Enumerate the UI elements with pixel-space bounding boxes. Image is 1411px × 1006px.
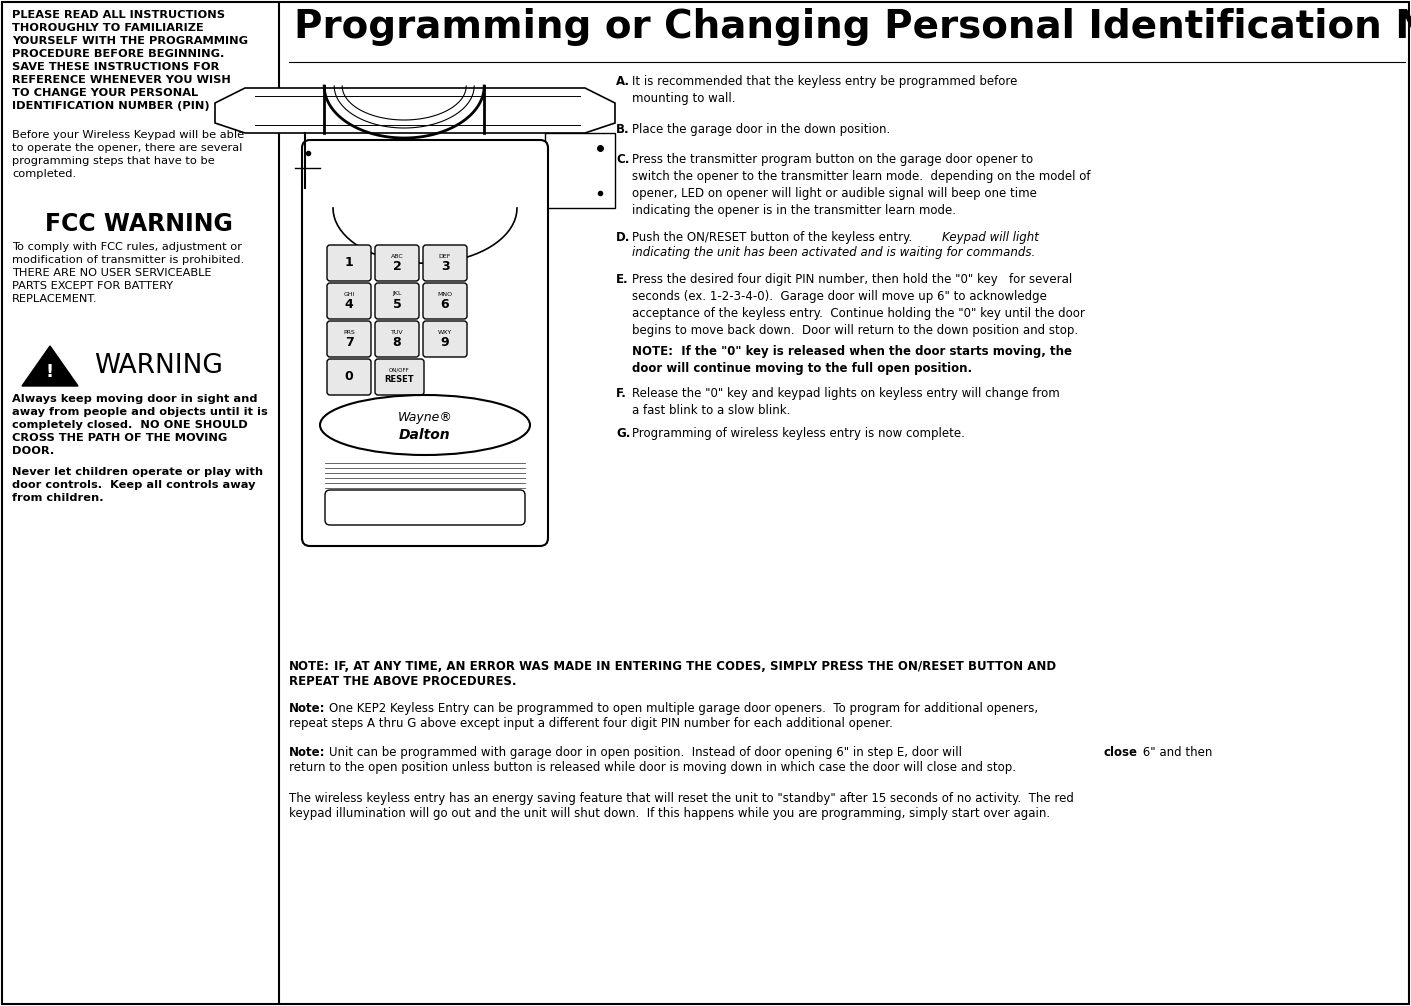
Text: ON/OFF: ON/OFF [389,367,409,372]
Text: Press the desired four digit PIN number, then hold the "0" key   for several
sec: Press the desired four digit PIN number,… [632,273,1085,337]
Text: DEF: DEF [439,254,452,259]
FancyBboxPatch shape [423,283,467,319]
Text: 5: 5 [392,298,401,311]
FancyBboxPatch shape [327,283,371,319]
Text: 3: 3 [440,260,449,273]
Text: keypad illumination will go out and the unit will shut down.  If this happens wh: keypad illumination will go out and the … [289,807,1050,820]
Text: Dalton: Dalton [399,428,450,442]
Text: Note:: Note: [289,702,326,715]
Text: Before your Wireless Keypad will be able: Before your Wireless Keypad will be able [13,130,244,140]
Text: FCC WARNING: FCC WARNING [45,212,233,236]
FancyBboxPatch shape [327,245,371,281]
Text: PLEASE READ ALL INSTRUCTIONS: PLEASE READ ALL INSTRUCTIONS [13,10,224,20]
Text: Release the "0" key and keypad lights on keyless entry will change from
a fast b: Release the "0" key and keypad lights on… [632,387,1060,417]
Text: Always keep moving door in sight and: Always keep moving door in sight and [13,394,257,404]
Text: E.: E. [617,273,629,286]
Text: WXY: WXY [437,330,452,335]
Text: C.: C. [617,153,629,166]
FancyBboxPatch shape [375,359,423,395]
FancyBboxPatch shape [375,321,419,357]
Text: door controls.  Keep all controls away: door controls. Keep all controls away [13,480,255,490]
Text: REPLACEMENT.: REPLACEMENT. [13,294,97,304]
Text: RESET: RESET [385,375,415,384]
Text: Place the garage door in the down position.: Place the garage door in the down positi… [632,123,890,136]
Text: D.: D. [617,231,631,244]
Polygon shape [23,346,78,386]
Text: REPEAT THE ABOVE PROCEDURES.: REPEAT THE ABOVE PROCEDURES. [289,675,516,688]
Text: Never let children operate or play with: Never let children operate or play with [13,467,262,477]
Text: TUV: TUV [391,330,404,335]
Text: Programming of wireless keyless entry is now complete.: Programming of wireless keyless entry is… [632,427,965,440]
Text: One KEP2 Keyless Entry can be programmed to open multiple garage door openers.  : One KEP2 Keyless Entry can be programmed… [329,702,1038,715]
Text: THERE ARE NO USER SERVICEABLE: THERE ARE NO USER SERVICEABLE [13,268,212,278]
Text: programming steps that have to be: programming steps that have to be [13,156,214,166]
Text: WARNING: WARNING [95,353,223,379]
Text: IF, AT ANY TIME, AN ERROR WAS MADE IN ENTERING THE CODES, SIMPLY PRESS THE ON/RE: IF, AT ANY TIME, AN ERROR WAS MADE IN EN… [334,660,1055,673]
Text: Programming or Changing Personal Identification Number: Programming or Changing Personal Identif… [293,8,1411,46]
Text: modification of transmitter is prohibited.: modification of transmitter is prohibite… [13,255,244,265]
FancyBboxPatch shape [375,245,419,281]
Text: IDENTIFICATION NUMBER (PIN): IDENTIFICATION NUMBER (PIN) [13,101,210,111]
Text: NOTE:  If the "0" key is released when the door starts moving, the
door will con: NOTE: If the "0" key is released when th… [632,345,1072,375]
Text: B.: B. [617,123,629,136]
Text: It is recommended that the keyless entry be programmed before
mounting to wall.: It is recommended that the keyless entry… [632,75,1017,105]
Text: TO CHANGE YOUR PERSONAL: TO CHANGE YOUR PERSONAL [13,88,198,98]
Text: 7: 7 [344,335,353,348]
Text: DOOR.: DOOR. [13,446,54,456]
FancyBboxPatch shape [302,140,547,546]
Text: from children.: from children. [13,493,103,503]
Text: close: close [1103,746,1139,759]
Text: !: ! [47,363,54,381]
Text: 4: 4 [344,298,353,311]
FancyBboxPatch shape [423,245,467,281]
FancyBboxPatch shape [327,321,371,357]
Text: Press the transmitter program button on the garage door opener to
switch the ope: Press the transmitter program button on … [632,153,1091,217]
Text: Unit can be programmed with garage door in open position.  Instead of door openi: Unit can be programmed with garage door … [329,746,976,759]
Text: 6" and then: 6" and then [1139,746,1212,759]
Text: return to the open position unless button is released while door is moving down : return to the open position unless butto… [289,761,1016,774]
Text: GHI: GHI [343,292,354,297]
Text: Wayne®: Wayne® [398,410,453,424]
Text: MNO: MNO [437,292,453,297]
Text: THOROUGHLY TO FAMILIARIZE: THOROUGHLY TO FAMILIARIZE [13,23,203,33]
Text: completed.: completed. [13,169,76,179]
Text: Keypad will light: Keypad will light [943,231,1038,244]
Text: G.: G. [617,427,631,440]
FancyBboxPatch shape [375,283,419,319]
Text: REFERENCE WHENEVER YOU WISH: REFERENCE WHENEVER YOU WISH [13,75,231,85]
Text: NOTE:: NOTE: [289,660,330,673]
Text: PROCEDURE BEFORE BEGINNING.: PROCEDURE BEFORE BEGINNING. [13,49,224,59]
Ellipse shape [320,395,531,455]
Polygon shape [214,88,615,133]
Text: completely closed.  NO ONE SHOULD: completely closed. NO ONE SHOULD [13,420,248,430]
Text: 0: 0 [344,369,353,382]
Text: away from people and objects until it is: away from people and objects until it is [13,407,268,417]
Text: PRS: PRS [343,330,356,335]
FancyBboxPatch shape [423,321,467,357]
Text: The wireless keyless entry has an energy saving feature that will reset the unit: The wireless keyless entry has an energy… [289,792,1074,805]
Text: Note:: Note: [289,746,326,759]
Text: To comply with FCC rules, adjustment or: To comply with FCC rules, adjustment or [13,242,243,252]
FancyBboxPatch shape [325,490,525,525]
Text: 8: 8 [392,335,401,348]
FancyBboxPatch shape [327,359,371,395]
Text: YOURSELF WITH THE PROGRAMMING: YOURSELF WITH THE PROGRAMMING [13,36,248,46]
Text: 1: 1 [344,256,353,269]
Text: PARTS EXCEPT FOR BATTERY: PARTS EXCEPT FOR BATTERY [13,281,174,291]
Text: SAVE THESE INSTRUCTIONS FOR: SAVE THESE INSTRUCTIONS FOR [13,62,219,72]
Text: CROSS THE PATH OF THE MOVING: CROSS THE PATH OF THE MOVING [13,433,227,443]
Text: 9: 9 [440,335,449,348]
Text: 2: 2 [392,260,401,273]
Polygon shape [545,133,615,208]
Text: indicating the unit has been activated and is waiting for commands.: indicating the unit has been activated a… [632,246,1036,259]
Text: 6: 6 [440,298,449,311]
Text: ABC: ABC [391,254,404,259]
Text: F.: F. [617,387,626,400]
Text: to operate the opener, there are several: to operate the opener, there are several [13,143,243,153]
Text: Push the ON/RESET button of the keyless entry.: Push the ON/RESET button of the keyless … [632,231,924,244]
Text: JKL: JKL [392,292,402,297]
Text: A.: A. [617,75,629,88]
Text: repeat steps A thru G above except input a different four digit PIN number for e: repeat steps A thru G above except input… [289,717,893,730]
